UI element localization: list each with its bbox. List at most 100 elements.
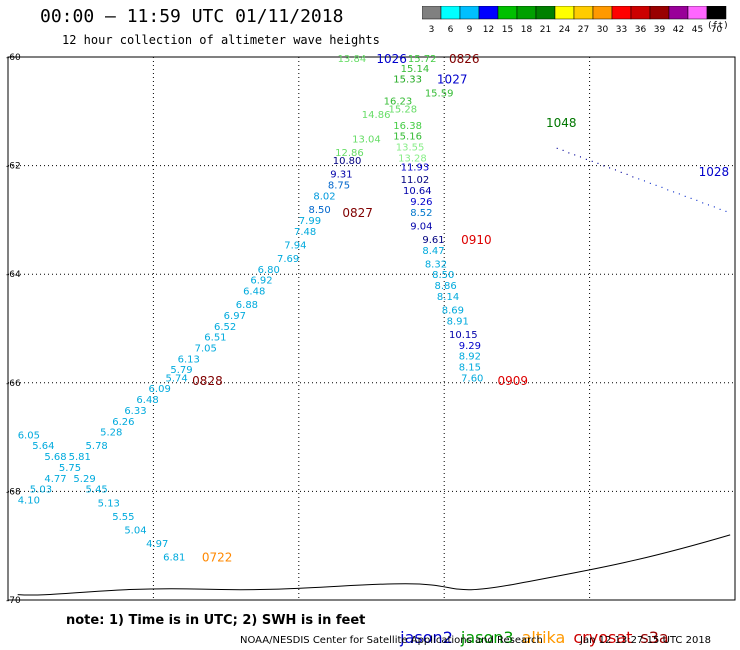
track-point: · [666, 185, 669, 196]
wave-height-reading: 15.59 [425, 88, 454, 99]
wave-height-reading: 15.72 [408, 54, 437, 65]
wave-height-reading: 7.05 [195, 344, 217, 355]
track-point: · [695, 196, 698, 207]
wave-height-reading: 10.80 [333, 156, 362, 167]
footer-note: note: 1) Time is in UTC; 2) SWH is in fe… [66, 613, 366, 628]
wave-height-reading: 6.52 [214, 322, 236, 333]
wave-height-reading: 6.80 [258, 265, 280, 276]
wave-height-reading: 6.81 [163, 553, 185, 564]
wave-height-reading: 4.77 [44, 474, 66, 485]
wave-height-reading: 8.69 [442, 305, 464, 316]
wave-height-reading: 13.84 [338, 54, 367, 65]
wave-height-reading: 5.75 [59, 463, 81, 474]
wave-height-reading: 6.48 [243, 286, 265, 297]
y-axis-tick: -68 [6, 487, 21, 497]
color-scale-tick: 30 [597, 25, 609, 35]
wave-height-reading: 5.45 [86, 485, 108, 496]
wave-height-reading: 6.13 [178, 354, 200, 365]
satellite-cryosat: cryosat [573, 628, 633, 647]
wave-height-reading: 6.09 [149, 384, 171, 395]
wave-height-reading: 9.26 [410, 197, 432, 208]
wave-height-reading: 15.33 [393, 75, 422, 86]
wave-height-reading: 16.23 [384, 96, 413, 107]
wave-height-reading: 5.74 [166, 373, 188, 384]
y-axis-tick: -66 [6, 379, 21, 389]
wave-height-reading: 6.92 [250, 276, 272, 287]
wave-height-reading: 8.50 [432, 270, 454, 281]
map-title: 00:00 – 11:59 UTC 01/11/2018 [40, 6, 344, 27]
track-point: · [684, 192, 687, 203]
color-scale-legend: 3 6 9 12 15 18 21 24 27 30 33 36 39 42 45 70 [422, 6, 727, 35]
wave-height-reading: 5.28 [100, 428, 122, 439]
wave-height-reading: 8.91 [447, 316, 469, 327]
wave-height-reading: 8.52 [410, 208, 432, 219]
wave-height-reading: 6.97 [224, 311, 246, 322]
track-point: · [602, 161, 605, 172]
wave-height-reading: 5.13 [98, 498, 120, 509]
wave-height-reading: 8.86 [435, 281, 457, 292]
color-scale-tick: 6 [448, 25, 454, 35]
wave-height-reading: 5.79 [170, 365, 192, 376]
wave-height-reading: 5.78 [86, 441, 108, 452]
satellite-s3a: s3a [640, 628, 669, 647]
satellite-legend: jason2 jason3 altika cryosat s3a [390, 609, 677, 647]
wave-height-reading: 14.86 [362, 110, 391, 121]
wave-height-reading: 6.51 [204, 333, 226, 344]
wave-height-reading: 6.26 [112, 417, 134, 428]
wave-height-reading: 15.16 [393, 132, 422, 143]
wave-height-reading: 10.15 [449, 330, 478, 341]
track-point: · [678, 190, 681, 201]
wave-height-reading: 11.02 [401, 175, 430, 186]
track-point: · [713, 203, 716, 214]
wave-height-reading: 5.64 [32, 441, 54, 452]
pass-time-label: 0826 [449, 52, 480, 66]
color-scale-tick: 21 [540, 25, 551, 35]
wave-height-reading: 15.28 [388, 105, 417, 116]
wave-height-reading: 8.92 [459, 352, 481, 363]
track-point: · [556, 144, 559, 155]
track-point: · [608, 164, 611, 175]
wave-height-reading: 8.32 [425, 259, 447, 270]
wave-height-reading: 13.04 [352, 134, 381, 145]
wave-height-reading: 9.04 [410, 221, 432, 232]
satellite-altika: altika [521, 628, 566, 647]
track-point: · [689, 194, 692, 205]
wave-height-reading: 9.61 [422, 235, 444, 246]
color-scale-tick: 18 [521, 25, 533, 35]
wave-height-reading: 5.29 [73, 474, 95, 485]
color-scale-tick: 70 [711, 25, 723, 35]
track-point: · [631, 172, 634, 183]
pass-time-label: 0909 [498, 374, 529, 388]
wave-height-reading: 6.48 [136, 395, 158, 406]
track-point: · [585, 155, 588, 166]
wave-height-reading: 4.97 [146, 539, 168, 550]
track-point: · [561, 146, 564, 157]
pass-time-label: 1028 [699, 165, 730, 179]
track-point: · [672, 187, 675, 198]
coastline [17, 534, 731, 596]
color-scale-tick: 3 [429, 25, 435, 35]
wave-height-reading: 5.03 [30, 485, 52, 496]
wave-height-reading: 7.48 [294, 227, 316, 238]
y-axis-tick: -62 [6, 162, 21, 172]
track-point: · [579, 153, 582, 164]
wave-height-reading: 11.93 [401, 163, 430, 174]
track-point: · [649, 179, 652, 190]
track-point: · [614, 166, 617, 177]
track-point: · [643, 177, 646, 188]
color-scale-tick: 42 [673, 25, 684, 35]
color-scale-tick: 45 [692, 25, 703, 35]
satellite-jason2: jason2 [400, 628, 453, 647]
wave-height-reading: 5.81 [69, 452, 91, 463]
y-axis-tick: -60 [6, 53, 21, 63]
wave-height-reading: 15.14 [401, 64, 430, 75]
wave-height-reading: 8.50 [308, 205, 330, 216]
pass-time-label: 1048 [546, 116, 577, 130]
credit-line: NOAA/NESDIS Center for Satellite Applica… [240, 635, 543, 646]
wave-height-reading: 6.33 [124, 406, 146, 417]
wave-height-reading: 7.94 [284, 240, 306, 251]
track-point: · [719, 205, 722, 216]
color-scale-tick: 39 [654, 25, 666, 35]
wave-height-reading: 8.02 [313, 191, 335, 202]
track-point: · [596, 159, 599, 170]
